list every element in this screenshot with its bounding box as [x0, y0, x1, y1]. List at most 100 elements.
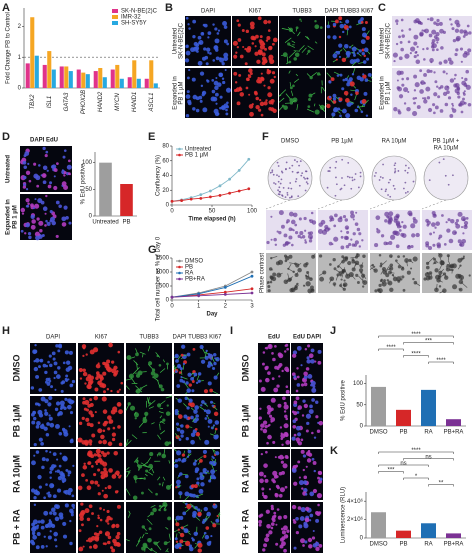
cell — [257, 76, 261, 80]
cell — [53, 185, 58, 191]
cell — [80, 502, 84, 506]
cell — [88, 504, 93, 509]
cell — [270, 107, 275, 112]
bar — [127, 77, 132, 88]
colony — [341, 158, 344, 161]
cell — [438, 234, 443, 239]
cell — [374, 243, 379, 248]
cell — [89, 545, 93, 549]
cell-process — [159, 423, 161, 430]
cell — [270, 397, 276, 403]
cell — [295, 425, 301, 431]
cell — [206, 541, 212, 546]
cell — [303, 375, 308, 380]
cell — [58, 512, 64, 518]
cell — [223, 39, 228, 44]
cell — [468, 31, 472, 35]
cell — [26, 204, 30, 208]
cell — [276, 230, 279, 233]
cell — [152, 376, 155, 379]
column-label: PB 1µM + — [433, 139, 460, 145]
x-tick-label: 2 — [224, 304, 228, 310]
cell — [396, 215, 400, 219]
cell — [362, 285, 365, 288]
cell — [260, 423, 265, 428]
cell — [67, 378, 70, 381]
colony — [379, 176, 382, 178]
cell — [423, 29, 426, 33]
cell — [48, 395, 53, 401]
colony — [291, 164, 294, 167]
colony — [328, 170, 331, 172]
bar — [144, 78, 149, 88]
cell-process — [287, 26, 295, 35]
cell — [345, 244, 350, 249]
cell — [427, 107, 433, 113]
cell — [179, 532, 185, 538]
cell-process — [157, 476, 161, 481]
cell — [360, 17, 364, 21]
cell — [110, 389, 113, 393]
cell — [283, 423, 289, 429]
cell — [48, 379, 52, 383]
cell — [188, 493, 192, 497]
cell — [115, 523, 120, 529]
cell — [271, 276, 277, 282]
cell — [332, 258, 336, 262]
cell — [440, 260, 445, 266]
cell-process — [291, 99, 296, 103]
significance-bracket — [403, 458, 454, 461]
cell — [275, 261, 281, 266]
colony — [282, 186, 285, 189]
cell — [456, 91, 460, 96]
point — [199, 193, 203, 197]
legend-marker — [178, 277, 181, 281]
cell — [107, 522, 110, 525]
cell — [309, 404, 313, 409]
cell — [235, 51, 238, 54]
cell — [373, 265, 376, 268]
cell — [382, 270, 388, 275]
cell — [307, 105, 311, 109]
cell — [444, 275, 449, 280]
cell-process — [311, 72, 318, 77]
cell — [304, 229, 307, 232]
cell — [148, 402, 152, 405]
cell — [339, 73, 343, 77]
cell — [278, 471, 283, 476]
cell — [44, 212, 47, 215]
cell — [213, 361, 217, 366]
cell — [288, 227, 293, 232]
cell — [63, 149, 67, 152]
cell — [306, 359, 311, 364]
cell — [444, 85, 450, 91]
cell — [210, 96, 216, 102]
cell — [106, 388, 110, 391]
cell — [262, 428, 268, 434]
cell — [362, 103, 366, 107]
cell — [62, 155, 66, 159]
cell — [51, 507, 56, 513]
colony — [304, 177, 306, 180]
cell — [236, 101, 241, 106]
cell — [296, 383, 301, 387]
cell — [283, 105, 288, 110]
cell — [299, 18, 302, 21]
cell — [350, 213, 355, 219]
cell — [94, 411, 97, 414]
cell — [266, 35, 271, 41]
cell — [44, 399, 49, 404]
significance-bracket — [378, 348, 404, 351]
cell — [300, 383, 305, 387]
cell — [175, 359, 179, 363]
bar — [99, 162, 112, 216]
cell — [55, 200, 60, 205]
cell — [254, 51, 259, 56]
cell — [203, 47, 207, 51]
x-tick-label: 1 — [197, 304, 201, 310]
cell-process — [289, 82, 292, 87]
cell — [459, 264, 462, 267]
significance-bracket — [378, 335, 454, 338]
colony — [277, 180, 280, 183]
cell — [112, 523, 116, 527]
